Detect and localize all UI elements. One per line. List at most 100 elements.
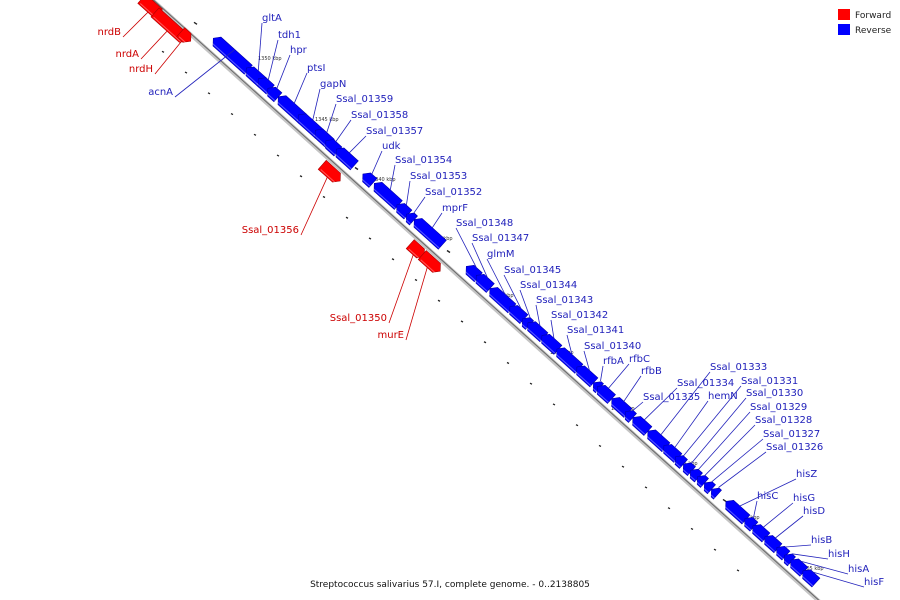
leader-line [566,334,573,355]
gene-ssal-01357[interactable] [335,147,359,171]
tick-dash [322,195,326,199]
leader-line [300,177,328,236]
tick-label: 1340 kbp [372,177,396,183]
gene-highlight [296,119,317,138]
gene-highlight [575,371,592,387]
tick-dash [414,278,418,282]
gene-highlight [474,279,488,292]
gene-mprf[interactable] [413,218,447,250]
gene-label-hisb: hisB [811,535,832,546]
tick-dash [184,71,188,74]
gene-label-ssal-01341: Ssal_01341 [567,325,624,336]
tick-dash [437,299,441,302]
gene-highlight [372,187,396,209]
leader-line [785,544,812,548]
leader-line [763,502,794,528]
gene-highlight [775,551,784,560]
gene-label-ssal-01358: Ssal_01358 [351,110,408,121]
gene-label-ssal-01327: Ssal_01327 [763,429,820,440]
legend-label-forward: Forward [855,11,891,21]
gene-label-rfbc: rfbC [629,354,650,365]
gene-label-mprf: mprF [442,203,468,214]
gene-highlight [313,134,328,148]
leader-line [550,319,555,339]
gene-highlight [702,487,709,493]
legend-label-reverse: Reverse [855,26,892,36]
gene-label-glmm: glmM [487,249,515,260]
gene-highlight [334,153,352,170]
gene-label-ssal-01348: Ssal_01348 [456,218,513,229]
gene-hpr[interactable] [267,86,283,103]
tick-dashes [161,21,773,572]
leader-line [704,424,756,476]
gene-rfbc[interactable] [596,384,616,404]
gene-highlight [211,42,246,74]
gene-ssal-01326[interactable] [710,487,722,500]
gene-highlight [488,292,510,313]
gene-label-ssal-01333: Ssal_01333 [710,362,767,373]
gene-label-hisg: hisG [793,493,815,504]
gene-label-hemn: hemN [708,391,738,402]
gene-highlight [673,461,681,468]
leader-line [683,385,742,457]
leader-line [791,553,829,560]
gene-highlight [782,559,789,566]
gene-label-acna: acnA [148,87,173,98]
gene-ssal-01335[interactable] [624,410,637,423]
leader-line [660,371,711,435]
genome-caption: Streptococcus salivarius 57.I, complete … [310,580,590,590]
gene-highlight [709,493,715,499]
gene-features [137,0,821,588]
gene-label-ssal-01354: Ssal_01354 [395,155,452,166]
gene-mure[interactable] [417,250,441,273]
gene-label-ssal-01347: Ssal_01347 [472,233,529,244]
leader-line [293,72,308,104]
gene-label-ssal-01334: Ssal_01334 [677,378,734,389]
gene-label-ssal-01335: Ssal_01335 [643,392,700,403]
gene-label-ssal-01350: Ssal_01350 [330,313,387,324]
tick-dash [736,569,740,572]
gene-ssal-01356[interactable] [317,159,341,183]
leader-line [257,22,263,71]
gene-highlight [464,270,476,281]
gene-ssal-01340[interactable] [576,365,599,388]
gene-label-ssal-01344: Ssal_01344 [520,280,577,291]
gene-ssal-01347[interactable] [475,273,495,293]
leader-line [632,401,644,411]
tick-dash [460,320,464,323]
gene-label-ssal-01356: Ssal_01356 [242,225,299,236]
tick-dash [354,166,359,171]
gene-highlight [623,415,630,422]
leader-line [405,267,428,341]
gene-highlight [256,83,268,94]
gene-label-hisc: hisC [757,491,778,502]
leader-line [674,400,709,448]
leader-line [267,39,279,80]
gene-ssal-01352[interactable] [405,212,418,226]
gene-highlight [724,505,744,524]
leader-line [775,515,804,539]
gene-label-hisa: hisA [848,564,869,575]
genome-backbone [149,0,821,600]
leader-line [388,254,414,324]
gene-nrdh[interactable] [176,27,192,43]
gene-highlight [688,474,696,482]
legend-swatch-forward [838,9,850,20]
gene-ssal-01350[interactable] [405,239,425,259]
gene-highlight [540,339,556,354]
tick-dash [722,498,727,503]
leader-line [535,304,541,326]
tick-label: 1350 kbp [258,56,282,62]
tick-dash [253,133,257,136]
gene-highlight [266,92,276,101]
leader-line [600,365,604,382]
leader-line [122,12,149,38]
gene-hisf[interactable] [802,569,821,588]
gene-label-ssal-01329: Ssal_01329 [750,402,807,413]
gene-udk[interactable] [362,172,378,188]
gene-label-hish: hisH [828,549,850,560]
gene-highlight [320,169,338,185]
leader-line [711,438,764,482]
leader-line [486,258,506,295]
